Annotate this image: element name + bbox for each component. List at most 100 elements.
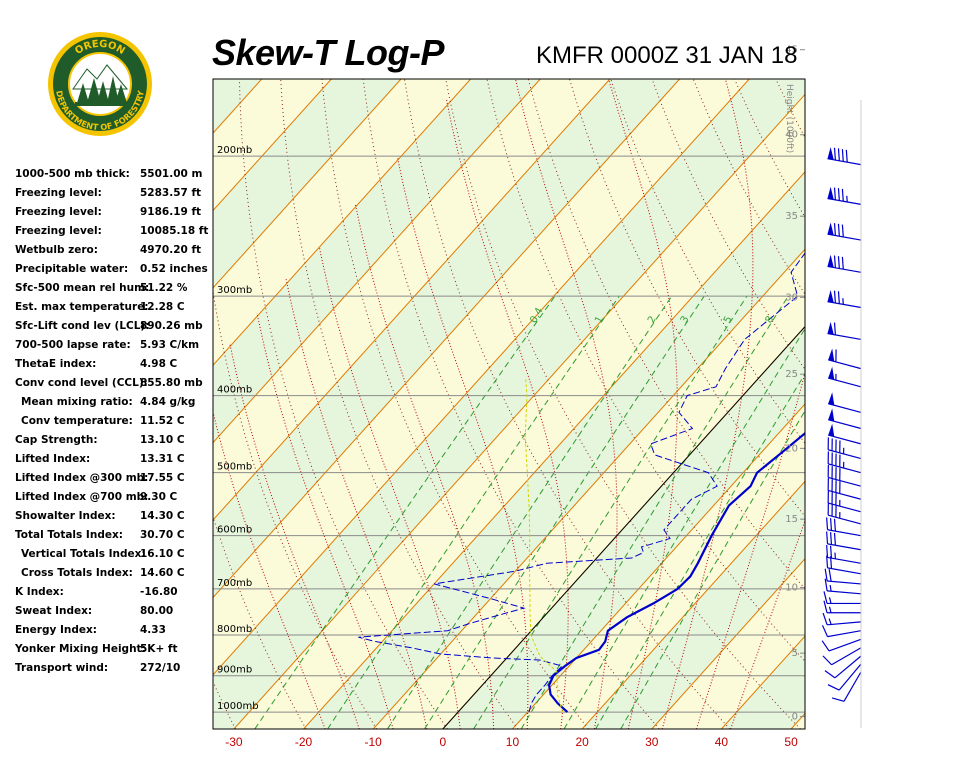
x-tick-label: 30 (645, 735, 659, 749)
barb-staff (828, 502, 862, 513)
barb-staff (828, 463, 862, 474)
index-row: Yonker Mixing Height: 5K+ ft (15, 643, 215, 662)
barb-feather (833, 290, 836, 304)
barb-feather (824, 578, 828, 591)
index-value: 14.60 C (140, 567, 185, 579)
height-tick-label: 20 (785, 443, 798, 454)
barb-feather (826, 517, 829, 530)
barb-staff (828, 476, 862, 487)
index-row: Freezing level: 5283.57 ft (15, 187, 215, 206)
index-row: Mean mixing ratio: 4.84 g/kg (15, 396, 215, 415)
index-row: 1000-500 mb thick: 5501.00 m (15, 168, 215, 187)
wind-barb (823, 600, 861, 614)
barb-feather (829, 518, 833, 531)
index-value: 5283.57 ft (140, 187, 202, 199)
index-row: ThetaE index: 4.98 C (15, 358, 215, 377)
barb-feather (833, 322, 836, 335)
barb-feather (837, 256, 840, 269)
barb-staff (834, 655, 862, 679)
chart-title: Skew-T Log-P (212, 32, 445, 73)
height-tick-label: 40 (785, 130, 798, 141)
barb-feather (841, 149, 844, 162)
barb-feather (824, 568, 828, 582)
wind-barb (827, 321, 862, 341)
barb-staff (838, 663, 862, 691)
barb-pennant (827, 254, 834, 268)
moist-adiabat-line (256, 312, 394, 729)
barb-feather (837, 223, 840, 237)
barb-half-feather (829, 584, 832, 592)
barb-feather (833, 532, 836, 546)
station-time-label: KMFR 0000Z 31 JAN 18 (536, 42, 798, 69)
barb-staff (827, 332, 862, 341)
barb-staff (828, 434, 862, 445)
index-label: Sweat Index: (15, 605, 93, 617)
mixing-ratio-label: 3 (679, 314, 692, 325)
wind-barb (827, 290, 862, 309)
barb-feather (828, 569, 832, 582)
height-tick-label: 0 (792, 712, 798, 723)
index-value: 13.31 C (140, 453, 185, 465)
zero-isotherm (442, 325, 805, 729)
barb-feather (829, 532, 833, 545)
pressure-level-label: 200mb (217, 145, 252, 156)
index-label: Cap Strength: (15, 434, 98, 446)
index-row: Cross Totals Index: 14.60 C (15, 567, 215, 586)
index-row: Sfc-500 mean rel hum: 51.22 % (15, 282, 215, 301)
mixing-ratio-line (620, 409, 805, 729)
x-tick-label: 50 (784, 735, 798, 749)
barb-pennant (828, 423, 835, 437)
barb-feather (831, 697, 845, 702)
index-label: Mean mixing ratio: (21, 396, 133, 408)
index-value: 30.70 C (140, 529, 185, 541)
wind-barbs (821, 147, 862, 702)
index-row: Lifted Index @300 mb: 17.55 C (15, 472, 215, 491)
isotherm-line (651, 558, 805, 729)
index-label: Cross Totals Index: (21, 567, 133, 579)
pressure-level-label: 400mb (217, 385, 252, 396)
index-row: Sweat Index: 80.00 (15, 605, 215, 624)
barb-feather (845, 149, 848, 163)
wind-barb (827, 502, 862, 525)
height-tick-label: 45 (785, 45, 798, 56)
index-row: Wetbulb zero: 4970.20 ft (15, 244, 215, 263)
barb-staff (827, 529, 862, 537)
index-label: ThetaE index: (15, 358, 97, 370)
index-value: 4.98 C (140, 358, 178, 370)
index-row: Showalter Index: 14.30 C (15, 510, 215, 529)
index-value: 14.30 C (140, 510, 185, 522)
barb-staff (843, 671, 862, 702)
index-value: 17.55 C (140, 472, 185, 484)
wind-barb (827, 222, 862, 241)
barb-feather (823, 591, 828, 604)
barb-feather (826, 545, 829, 558)
wind-barb (827, 490, 862, 513)
x-tick-label: 20 (575, 735, 589, 749)
barb-feather (824, 670, 836, 679)
index-value: 9186.19 ft (140, 206, 202, 218)
barb-pennant (828, 366, 835, 380)
index-value: 10085.18 ft (140, 225, 209, 237)
moist-adiabat-line (730, 519, 805, 729)
barb-feather (841, 256, 844, 270)
dry-adiabat-line (817, 79, 960, 729)
wind-barb (827, 437, 862, 460)
barb-staff (827, 543, 862, 551)
x-tick-label: 0 (439, 735, 446, 749)
index-value: 855.80 mb (140, 377, 203, 389)
dewpoint-line (358, 252, 805, 713)
index-label: Precipitable water: (15, 263, 129, 275)
index-value: 4970.20 ft (140, 244, 202, 256)
pressure-level-label: 700mb (217, 578, 252, 589)
height-tick-label: 15 (785, 514, 798, 525)
mixing-ratio-line (386, 295, 673, 729)
moist-adiabat-line (285, 278, 428, 729)
index-label: Lifted Index @300 mb: (15, 472, 149, 484)
pressure-level-label: 500mb (217, 462, 252, 473)
index-label: K Index: (15, 586, 64, 598)
wind-barb (824, 578, 862, 595)
height-tick-label: 10 (785, 582, 798, 593)
temperature-line (547, 431, 805, 713)
index-label: Sfc-500 mean rel hum: (15, 282, 150, 294)
index-label: Conv cond level (CCL): (15, 377, 148, 389)
